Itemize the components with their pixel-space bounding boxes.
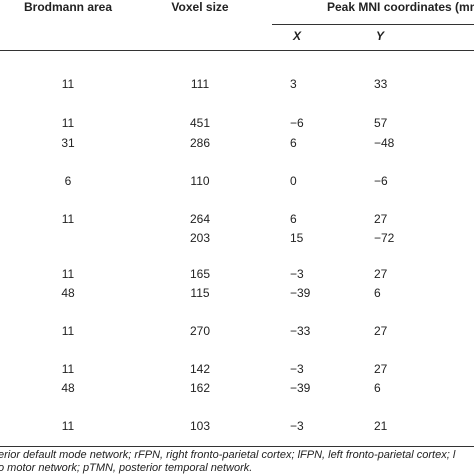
- table-cell: 3: [290, 77, 297, 91]
- table-cell: −39: [290, 286, 311, 300]
- table-cell: 27: [374, 362, 388, 376]
- table-cell: 142: [189, 362, 211, 376]
- table-cell: 6: [290, 212, 297, 226]
- table-cell: 115: [190, 286, 210, 300]
- table-cell: 286: [189, 136, 211, 150]
- table-cell: 33: [374, 77, 388, 91]
- table-cell: 27: [374, 267, 388, 281]
- table-cell: 165: [189, 267, 211, 281]
- table-cell: −6: [290, 116, 304, 130]
- table-cell: 48: [61, 286, 75, 300]
- table-cell: 270: [189, 324, 211, 338]
- table-cell: 11: [61, 362, 75, 376]
- column-header: Voxel size: [171, 0, 229, 14]
- bottom-rule: [0, 446, 474, 447]
- table-cell: −48: [374, 136, 395, 150]
- table-cell: 27: [374, 324, 388, 338]
- table-cell: −72: [374, 231, 395, 245]
- column-subheader: Y: [376, 29, 385, 43]
- table-cell: 6: [374, 286, 381, 300]
- table-cell: 264: [189, 212, 211, 226]
- table-cell: 6: [290, 136, 297, 150]
- table-cell: 162: [189, 381, 211, 395]
- table-cell: −3: [290, 362, 304, 376]
- table-cell: −39: [290, 381, 311, 395]
- table-cell: 57: [374, 116, 388, 130]
- table-cell: −3: [290, 419, 304, 433]
- table-cell: 451: [189, 116, 211, 130]
- table-cell: 21: [374, 419, 388, 433]
- table-cell: 11: [61, 77, 75, 91]
- table-cell: 11: [61, 116, 75, 130]
- header-rule: [0, 50, 474, 51]
- column-header: Peak MNI coordinates (mm: [327, 0, 474, 14]
- table-cell: −3: [290, 267, 304, 281]
- table-cell: 6: [64, 174, 72, 188]
- column-header: Brodmann area: [23, 0, 113, 14]
- table-cell: 15: [290, 231, 304, 245]
- table-cell: 11: [61, 267, 75, 281]
- table-cell: −33: [290, 324, 311, 338]
- header-rule: [272, 24, 474, 25]
- table-cell: 0: [290, 174, 297, 188]
- table-cell: 11: [61, 324, 75, 338]
- table-cell: 103: [189, 419, 211, 433]
- column-subheader: X: [293, 29, 302, 43]
- footnote: erior default mode network; rFPN, right …: [0, 449, 456, 461]
- table-cell: 110: [190, 174, 210, 188]
- table-cell: 111: [190, 77, 210, 91]
- table-cell: 31: [61, 136, 75, 150]
- table-cell: 48: [61, 381, 75, 395]
- table-cell: 27: [374, 212, 388, 226]
- table-cell: 6: [374, 381, 381, 395]
- table-cell: 11: [61, 212, 75, 226]
- footnote: o motor network; pTMN, posterior tempora…: [0, 462, 253, 474]
- table-cell: −6: [374, 174, 388, 188]
- table-cell: 11: [61, 419, 75, 433]
- table-cell: 203: [189, 231, 211, 245]
